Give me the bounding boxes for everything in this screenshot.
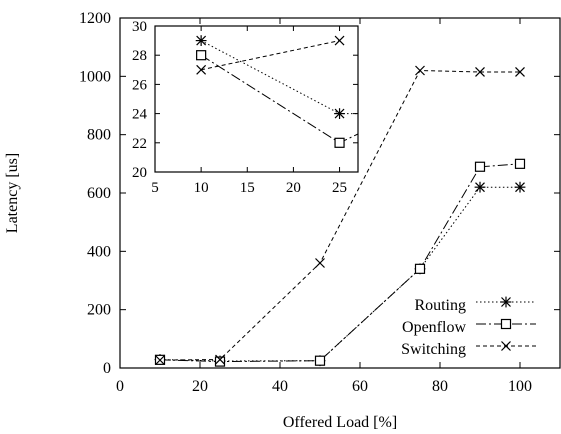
y-tick-label: 600	[87, 185, 111, 202]
point-openflow	[414, 263, 426, 274]
x-tick-label: 40	[272, 378, 288, 395]
legend-marker-routing	[500, 296, 512, 308]
inset-y-tick-label: 24	[132, 107, 148, 123]
inset-x-tick-label: 25	[332, 180, 347, 196]
x-tick-label: 20	[192, 378, 208, 395]
inset-ticks: 5 10 15 20 25 20 22 24 26 28 30	[132, 19, 358, 196]
inset-y-tick-label: 22	[132, 136, 147, 152]
x-tick-label: 60	[352, 378, 368, 395]
point-openflow	[474, 161, 486, 172]
inset-x-tick-label: 15	[240, 180, 255, 196]
point-openflow	[514, 158, 526, 169]
point-routing	[474, 181, 486, 193]
inset-x-tick-label: 20	[286, 180, 301, 196]
inset-point-routing	[334, 108, 345, 119]
legend-label-openflow: Openflow	[402, 319, 466, 336]
legend-marker-openflow	[500, 318, 512, 330]
y-axis-label: Latency [us]	[4, 153, 21, 233]
y-tick-label: 200	[87, 302, 111, 319]
point-switching	[415, 65, 425, 76]
y-tick-label: 1000	[79, 68, 111, 85]
inset-x-tick-label: 5	[151, 180, 159, 196]
inset-y-tick-label: 20	[132, 165, 147, 181]
x-tick-label: 0	[116, 378, 124, 395]
series-line-switching	[159, 69, 520, 361]
inset-plot: 5 10 15 20 25 20 22 24 26 28 30	[132, 19, 359, 196]
inset-series-line-switching	[200, 40, 340, 71]
point-switching	[475, 67, 485, 77]
legend: Routing Openflow Switching	[401, 296, 536, 358]
inset-y-tick-label: 28	[132, 48, 147, 64]
series-line-openflow	[159, 163, 521, 363]
inset-point-switching	[196, 64, 207, 75]
inset-point-openflow	[196, 50, 207, 61]
inset-x-tick-label: 10	[194, 180, 209, 196]
point-openflow	[214, 356, 226, 367]
inset-plot-frame	[154, 25, 359, 173]
point-switching	[155, 355, 165, 366]
series-line-routing	[159, 186, 520, 362]
point-switching	[215, 354, 225, 365]
legend-samples	[476, 296, 536, 351]
inset-series	[195, 35, 359, 148]
point-routing	[514, 181, 526, 193]
legend-label-routing: Routing	[414, 297, 466, 314]
y-tick-label: 400	[87, 243, 111, 260]
legend-label-switching: Switching	[401, 341, 466, 358]
inset-y-tick-label: 30	[132, 19, 147, 35]
y-tick-label: 800	[87, 127, 111, 144]
inset-point-openflow	[334, 137, 345, 148]
inset-point-switching	[334, 35, 345, 46]
inset-y-tick-label: 26	[132, 77, 148, 93]
x-tick-label: 100	[508, 378, 532, 395]
x-tick-label: 80	[432, 378, 448, 395]
main-series	[154, 65, 526, 367]
inset-point-routing	[195, 35, 207, 46]
y-tick-label: 0	[103, 360, 111, 377]
point-switching	[515, 67, 525, 77]
point-switching	[315, 258, 325, 268]
point-openflow	[314, 355, 326, 366]
x-axis-label: Offered Load [%]	[283, 414, 397, 431]
legend-marker-switching	[501, 341, 511, 351]
y-tick-label: 1200	[79, 10, 111, 27]
